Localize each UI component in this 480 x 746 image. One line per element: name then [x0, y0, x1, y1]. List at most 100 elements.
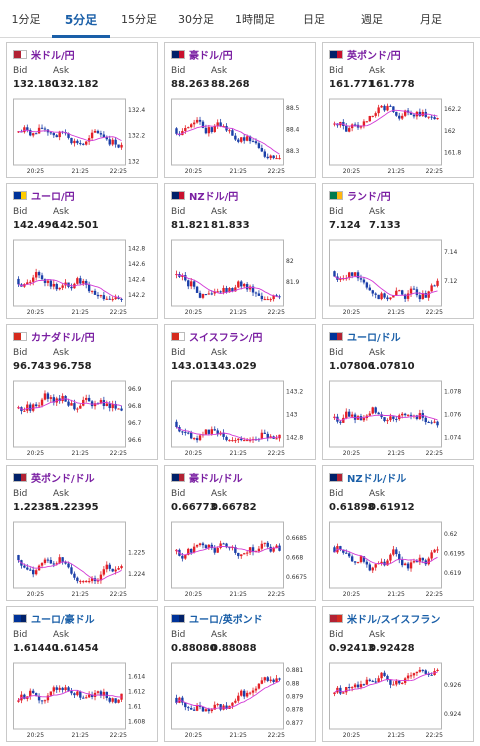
candle-body	[117, 144, 120, 148]
candle-body	[436, 669, 439, 671]
tab-5[interactable]: 日足	[303, 13, 325, 26]
card-title[interactable]: NZドル/円	[171, 188, 239, 203]
plot-frame	[329, 98, 442, 166]
rate-card[interactable]: NZドル/ドル Bid Ask 0.61898 0.61912 0.62 0.6195 0.6…	[322, 465, 474, 601]
candle-body	[266, 156, 269, 159]
rate-card[interactable]: 英ポンド/円 Bid Ask 161.771 161.778 162.2 162 161.8 2…	[322, 42, 474, 178]
rate-card[interactable]: 米ドル/スイスフラン Bid Ask 0.92413 0.92428 0.926 0.924…	[322, 606, 474, 742]
pair-name[interactable]: 米ドル/円	[31, 50, 75, 62]
candle-body	[412, 673, 416, 676]
x-tick-label: 20:25	[343, 309, 360, 316]
card-title[interactable]: 豪ドル/円	[171, 47, 233, 62]
timeframe-tabs: 1分足 5分足 15分足 30分足 1時間足 日足 週足 月足	[0, 0, 480, 38]
pair-name[interactable]: カナダドル/円	[31, 332, 95, 344]
y-tick-label: 132	[128, 159, 140, 166]
card-title[interactable]: 英ポンド/ドル	[13, 470, 95, 485]
candle-body	[207, 293, 211, 295]
candle-body	[237, 552, 240, 557]
candle-body	[392, 684, 395, 686]
pair-name[interactable]: 豪ドル/円	[189, 50, 233, 62]
moving-average-line	[18, 398, 122, 411]
candle-body	[386, 420, 389, 422]
rate-card[interactable]: 豪ドル/円 Bid Ask 88.263 88.268 88.5 88.4 88.3 20:25…	[164, 42, 316, 178]
candle-body	[275, 295, 278, 297]
tab-1[interactable]: 5分足	[52, 0, 110, 38]
candle-body	[392, 549, 395, 555]
rate-card[interactable]: ユーロ/円 Bid Ask 142.496 142.501 142.8 142.6 142.4…	[6, 183, 158, 319]
rate-card[interactable]: ユーロ/ドル Bid Ask 1.07806 1.07810 1.078 1.076 1.07…	[322, 324, 474, 460]
pair-name[interactable]: ユーロ/英ポンド	[189, 614, 263, 626]
pair-name[interactable]: NZドル/ドル	[347, 473, 407, 485]
candle-body	[73, 573, 76, 578]
card-title[interactable]: ユーロ/ドル	[329, 329, 401, 344]
tab-0[interactable]: 1分足	[11, 13, 41, 26]
candle-body	[371, 680, 374, 682]
candle-body	[430, 285, 433, 292]
candle-body	[70, 286, 73, 289]
candle-body	[242, 690, 246, 697]
rate-card[interactable]: ランド/円 Bid Ask 7.124 7.133 7.14 7.12 20:25 21:25 2…	[322, 183, 474, 319]
candle-body	[242, 137, 246, 141]
rate-card[interactable]: カナダドル/円 Bid Ask 96.743 96.758 96.9 96.8 96.7 96.…	[6, 324, 158, 460]
pair-name[interactable]: NZドル/円	[189, 191, 239, 203]
candle-body	[427, 558, 430, 565]
x-tick-label: 20:25	[185, 732, 202, 739]
currency-flag-icon	[13, 190, 27, 200]
pair-name[interactable]: ユーロ/円	[31, 191, 75, 203]
tab-6[interactable]: 週足	[361, 13, 383, 26]
pair-name[interactable]: ランド/円	[347, 191, 391, 203]
candle-body	[403, 110, 407, 116]
candle-body	[430, 552, 433, 559]
currency-flag-icon	[13, 331, 27, 341]
candle-body	[105, 564, 109, 570]
pair-name[interactable]: 英ポンド/ドル	[31, 473, 95, 485]
y-tick-label: 81.9	[286, 279, 300, 286]
candle-body	[187, 280, 190, 287]
y-tick-label: 142.2	[128, 292, 145, 299]
card-title[interactable]: 米ドル/スイスフラン	[329, 611, 441, 626]
pair-name[interactable]: 米ドル/スイスフラン	[347, 614, 441, 626]
tab-4[interactable]: 1時間足	[235, 13, 275, 26]
pair-name[interactable]: 豪ドル/ドル	[189, 473, 243, 485]
candle-body	[368, 413, 372, 416]
card-title[interactable]: 米ドル/円	[13, 47, 75, 62]
moving-average-line	[176, 680, 280, 710]
rate-card[interactable]: スイスフラン/円 Bid Ask 143.013 143.029 143.2 143 142.…	[164, 324, 316, 460]
pair-name[interactable]: ユーロ/ドル	[347, 332, 401, 344]
card-title[interactable]: ランド/円	[329, 188, 391, 203]
tab-3[interactable]: 30分足	[178, 13, 214, 26]
candle-body	[187, 432, 190, 434]
rate-card[interactable]: ユーロ/豪ドル Bid Ask 1.61440 1.61454 1.614 1.612 1.6…	[6, 606, 158, 742]
candle-body	[347, 553, 351, 557]
y-tick-label: 142.8	[128, 245, 145, 252]
candle-body	[433, 285, 436, 287]
candle-body	[386, 675, 389, 681]
pair-name[interactable]: スイスフラン/円	[189, 332, 263, 344]
card-title[interactable]: ユーロ/円	[13, 188, 75, 203]
candle-body	[400, 290, 404, 295]
x-tick-label: 22:25	[268, 732, 285, 739]
candle-body	[383, 672, 386, 676]
candle-body	[260, 148, 264, 152]
rate-card[interactable]: 米ドル/円 Bid Ask 132.180 132.182 132.4 132.2 132 20…	[6, 42, 158, 178]
rate-card[interactable]: 英ポンド/ドル Bid Ask 1.22385 1.22395 1.225 1.224 20:…	[6, 465, 158, 601]
card-title[interactable]: ユーロ/豪ドル	[13, 611, 95, 626]
card-title[interactable]: NZドル/ドル	[329, 470, 407, 485]
pair-name[interactable]: ユーロ/豪ドル	[31, 614, 95, 626]
rate-card[interactable]: 豪ドル/ドル Bid Ask 0.66773 0.66782 0.6685 0.668 0.6…	[164, 465, 316, 601]
tab-2[interactable]: 15分足	[121, 13, 157, 26]
rate-card[interactable]: NZドル/円 Bid Ask 81.821 81.833 82 81.9 20:25 21:25…	[164, 183, 316, 319]
candle-body	[278, 545, 281, 551]
rate-card[interactable]: ユーロ/英ポンド Bid Ask 0.88080 0.88088 0.881 0.88 0.8…	[164, 606, 316, 742]
card-title[interactable]: 豪ドル/ドル	[171, 470, 243, 485]
candle-body	[90, 290, 94, 292]
card-title[interactable]: カナダドル/円	[13, 329, 95, 344]
candle-body	[82, 280, 85, 284]
card-title[interactable]: 英ポンド/円	[329, 47, 401, 62]
card-title[interactable]: スイスフラン/円	[171, 329, 263, 344]
tab-7[interactable]: 月足	[420, 13, 442, 26]
pair-name[interactable]: 英ポンド/円	[347, 50, 401, 62]
candle-body	[251, 286, 255, 293]
y-tick-label: 96.7	[128, 420, 142, 427]
card-title[interactable]: ユーロ/英ポンド	[171, 611, 263, 626]
